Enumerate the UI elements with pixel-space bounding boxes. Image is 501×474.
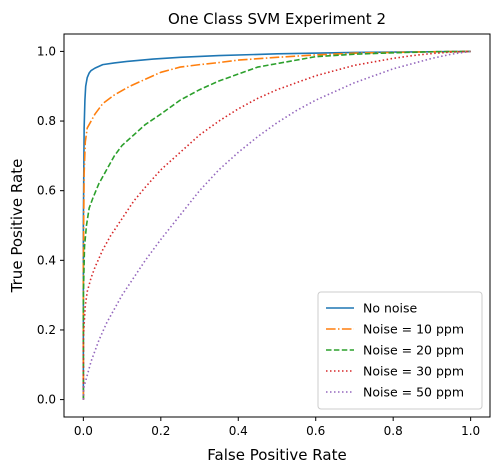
y-axis-ticks: 0.0 0.2 0.4 0.6 0.8 1.0: [37, 44, 64, 407]
y-tick-label: 0.0: [37, 393, 56, 407]
x-axis-ticks: 0.0 0.2 0.4 0.6 0.8 1.0: [74, 417, 480, 438]
legend: No noise Noise = 10 ppm Noise = 20 ppm Nois…: [317, 291, 483, 410]
x-axis-title: False Positive Rate: [207, 446, 346, 464]
legend-box: [317, 291, 483, 410]
x-tick-label: 0.6: [306, 424, 325, 438]
y-tick-label: 0.6: [37, 184, 56, 198]
y-tick-label: 1.0: [37, 44, 56, 58]
legend-label-1: No noise: [363, 301, 418, 316]
series-layer: [82, 50, 471, 400]
series-line-2: [82, 50, 471, 400]
x-tick-label: 1.0: [461, 424, 480, 438]
x-tick-label: 0.2: [151, 424, 170, 438]
legend-label-4: Noise = 30 ppm: [363, 364, 464, 379]
chart-title: One Class SVM Experiment 2: [168, 10, 386, 28]
plot-frame: [63, 33, 491, 418]
y-axis-title: True Positive Rate: [8, 159, 26, 294]
legend-label-2: Noise = 10 ppm: [363, 322, 464, 337]
series-line-1: [82, 50, 471, 400]
x-tick-label: 0.0: [74, 424, 93, 438]
series-line-4: [82, 50, 471, 400]
legend-label-3: Noise = 20 ppm: [363, 343, 464, 358]
y-tick-label: 0.8: [37, 114, 56, 128]
legend-label-5: Noise = 50 ppm: [363, 385, 464, 400]
y-tick-label: 0.2: [37, 323, 56, 337]
series-line-3: [82, 50, 471, 400]
x-tick-label: 0.8: [384, 424, 403, 438]
y-tick-label: 0.4: [37, 253, 56, 267]
x-tick-label: 0.4: [229, 424, 248, 438]
